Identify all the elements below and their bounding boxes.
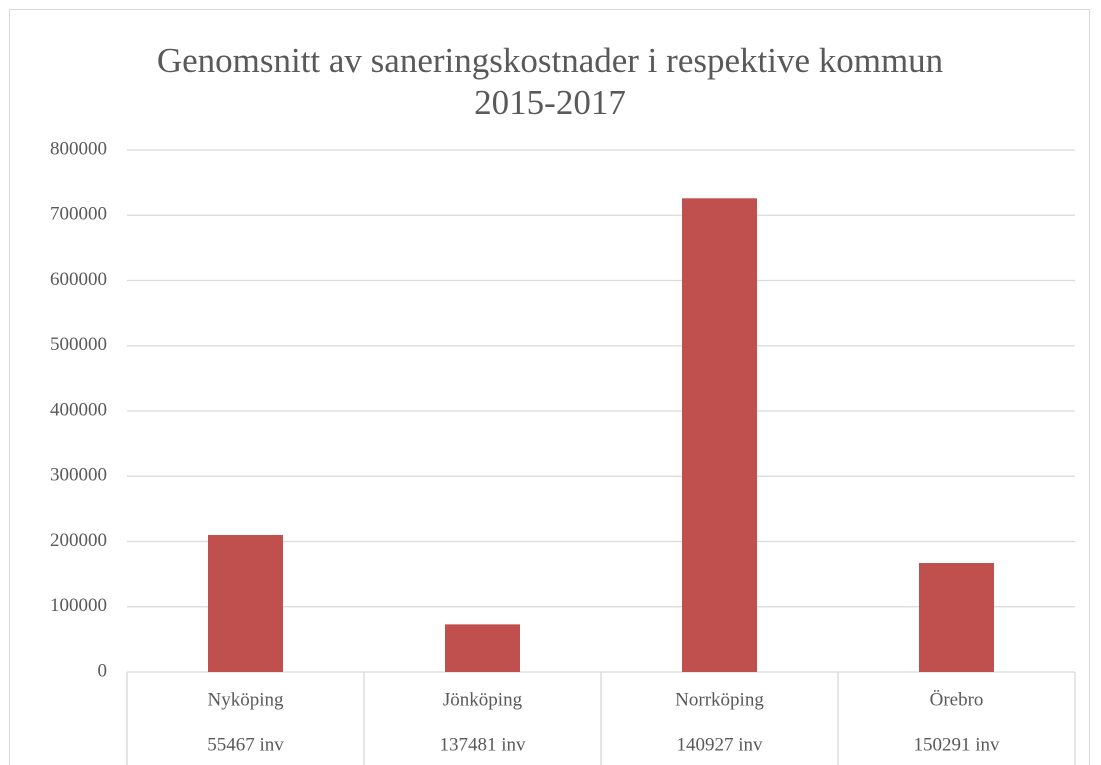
bar (208, 534, 283, 672)
y-tick-label: 300000 (50, 465, 107, 486)
y-tick-label: 100000 (50, 595, 107, 616)
x-sub-label: 150291 inv (913, 734, 1000, 755)
y-tick-label: 200000 (50, 530, 107, 551)
y-tick-label: 600000 (50, 269, 107, 290)
x-tick-label: Jönköping (443, 689, 523, 710)
y-tick-label: 500000 (50, 334, 107, 355)
x-sub-label: 55467 inv (207, 734, 284, 755)
bar (919, 563, 994, 672)
x-tick-label: Norrköping (675, 689, 764, 710)
chart-frame (9, 9, 1090, 765)
y-tick-label: 0 (98, 660, 108, 681)
x-sub-label: 140927 inv (676, 734, 763, 755)
bar (445, 624, 520, 672)
y-tick-label: 400000 (50, 399, 107, 420)
x-tick-label: Örebro (930, 689, 984, 710)
chart-title: Genomsnitt av saneringskostnader i respe… (156, 41, 944, 122)
x-tick-label: Nyköping (208, 689, 285, 710)
y-tick-label: 800000 (50, 138, 107, 159)
y-tick-label: 700000 (50, 204, 107, 225)
bar (682, 198, 757, 672)
x-sub-label: 137481 inv (439, 734, 526, 755)
